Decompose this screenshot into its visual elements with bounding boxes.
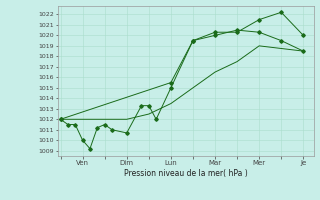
X-axis label: Pression niveau de la mer( hPa ): Pression niveau de la mer( hPa ) bbox=[124, 169, 247, 178]
